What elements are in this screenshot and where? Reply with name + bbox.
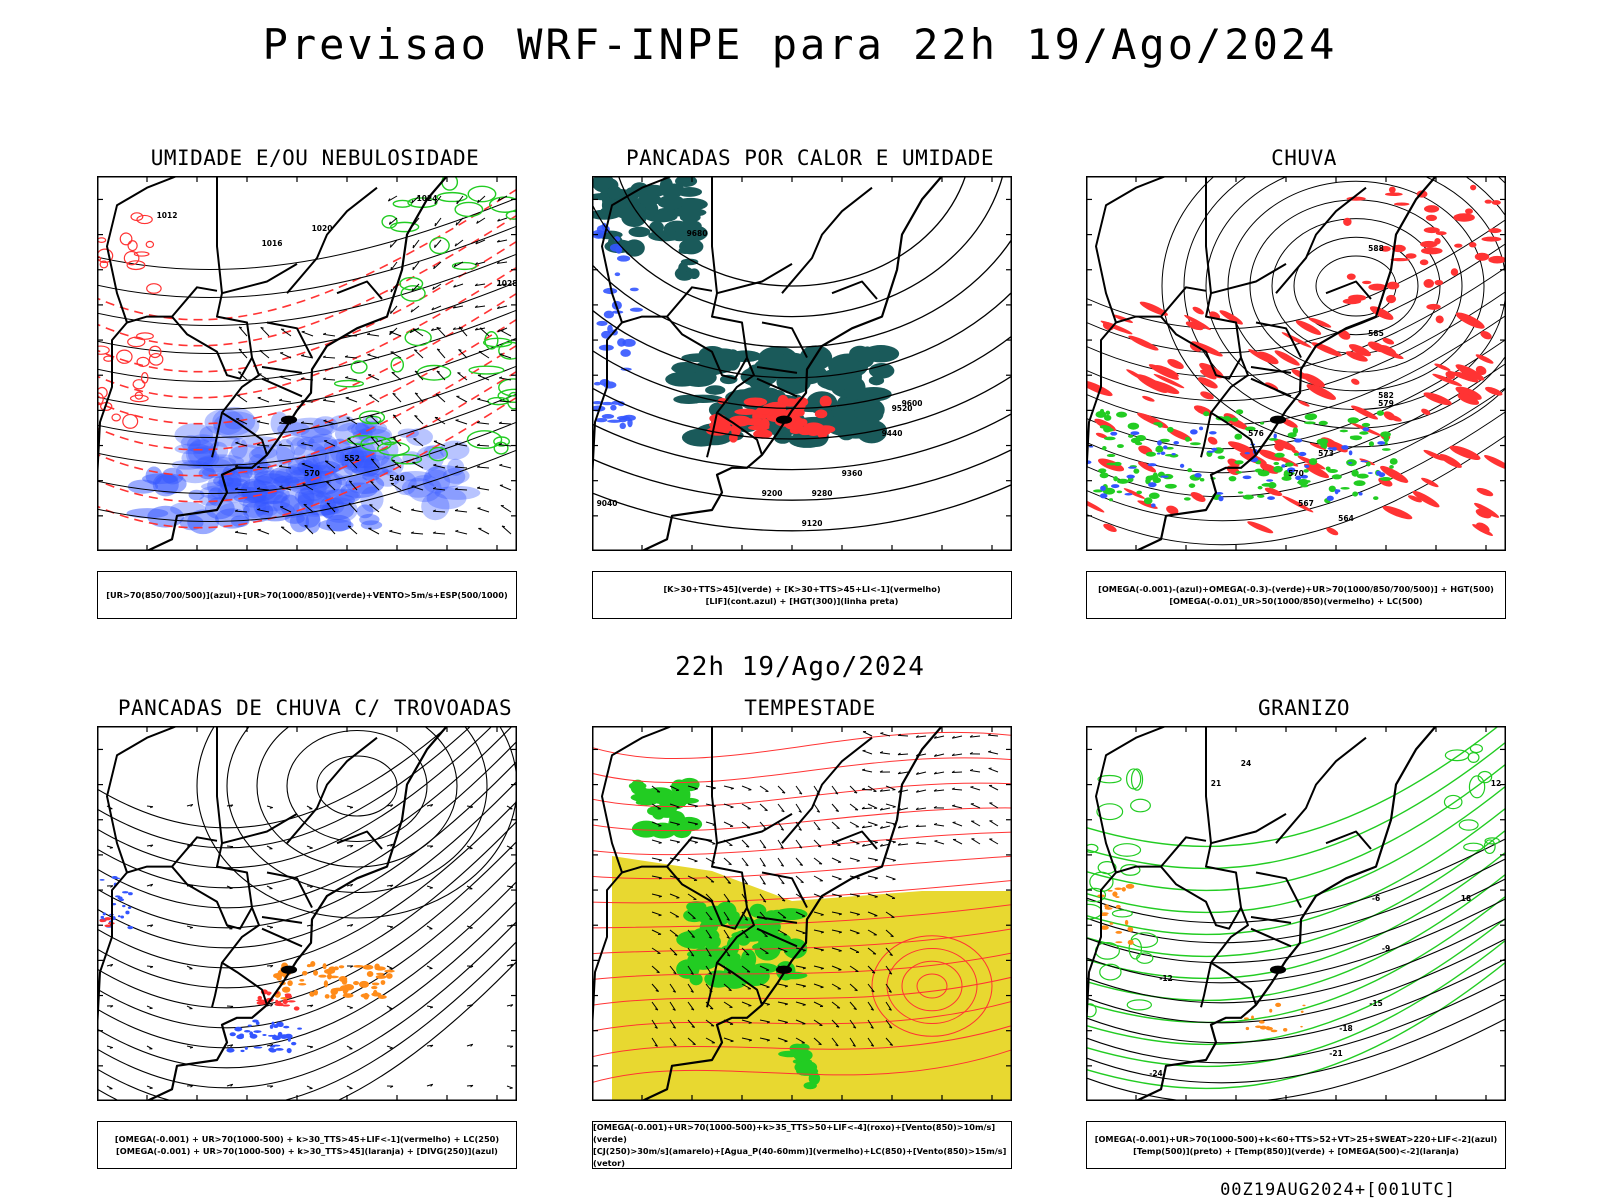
contour-label: 9120	[802, 519, 823, 528]
contour-label: 1012	[157, 211, 178, 220]
contour-label: 9520	[892, 404, 913, 413]
panel-title-trovoadas: PANCADAS DE CHUVA C/ TROVOADAS	[117, 696, 513, 720]
contour-label: 552	[344, 454, 360, 463]
legend-line: [OMEGA(-0.001)-(azul)+OMEGA(-0.3)-(verde…	[1098, 584, 1494, 594]
legend-trovoadas: [OMEGA(-0.001) + UR>70(1000-500) + k>30_…	[97, 1121, 517, 1169]
contour-label: 1028	[497, 279, 517, 288]
page-title: Previsao WRF-INPE para 22h 19/Ago/2024	[262, 20, 1338, 69]
contour-label: 21	[1211, 779, 1221, 788]
legend-line: [LIF](cont.azul) + [HGT(300)](linha pret…	[705, 596, 899, 606]
contour-label: 588	[1368, 244, 1384, 253]
contour-label: 576	[1248, 429, 1264, 438]
coastline-and-borders	[1086, 176, 1437, 551]
coastline-and-borders	[592, 726, 943, 1101]
contour-label: 9600	[902, 399, 923, 408]
contour-label: 567	[1298, 499, 1314, 508]
coastline-and-borders	[97, 726, 448, 1101]
contour-label: 564	[1338, 514, 1354, 523]
legend-line: [K>30+TTS>45](verde) + [K>30+TTS>45+LI<-…	[663, 584, 941, 594]
legend-line: [CJ(250)>30m/s](amarelo)+[Agua_P(40-60mm…	[593, 1146, 1007, 1168]
panel-title-tempestade: TEMPESTADE	[744, 696, 876, 720]
map-chuva: 58858558257957657357056756412S15S18S21S2…	[1086, 176, 1506, 551]
legend-line: [OMEGA(-0.001) + UR>70(1000-500) + k>30_…	[116, 1146, 498, 1156]
contour-label: -9	[1382, 944, 1390, 953]
panel-title-granizo: GRANIZO	[1257, 696, 1350, 720]
legend-line: [OMEGA(-0.001)+UR>70(1000-500)+k>35_TTS>…	[593, 1122, 996, 1144]
contour-label: 573	[1318, 449, 1334, 458]
contour-label: 9200	[762, 489, 783, 498]
contour-label: 1020	[312, 224, 333, 233]
legend-pancadas-calor: [K>30+TTS>45](verde) + [K>30+TTS>45+LI<-…	[592, 571, 1012, 619]
contour-label: 9280	[812, 489, 833, 498]
map-umidade: 1012101610201024102857055254012S15S18S21…	[97, 176, 517, 551]
map-trovoadas: 12S15S18S21S24S27S30S33S36S39S42S70W65W6…	[97, 726, 517, 1101]
contour-label: 579	[1378, 399, 1394, 408]
contour-label: -6	[1372, 894, 1380, 903]
contour-label: 12	[1491, 779, 1501, 788]
contour-label: -24	[1149, 1069, 1163, 1078]
contour-label: -18	[1339, 1024, 1353, 1033]
coastline-and-borders	[1086, 726, 1437, 1101]
legend-tempestade: [OMEGA(-0.001)+UR>70(1000-500)+k>35_TTS>…	[592, 1121, 1012, 1169]
contour-label: -15	[1369, 999, 1383, 1008]
contour-label: -12	[1159, 974, 1173, 983]
legend-granizo: [OMEGA(-0.001)+UR>70(1000-500)+k<60+TTS>…	[1086, 1121, 1506, 1169]
map-tempestade: 12S15S18S21S24S27S30S33S36S39S42S70W65W6…	[592, 726, 1012, 1101]
contour-label: 540	[389, 474, 405, 483]
legend-line: [OMEGA(-0.01)_UR>50(1000/850)(vermelho) …	[1169, 596, 1423, 606]
legend-chuva: [OMEGA(-0.001)-(azul)+OMEGA(-0.3)-(verde…	[1086, 571, 1506, 619]
contour-label: 9360	[842, 469, 863, 478]
map-granizo: -24-21-18-15-12-9-62124181212S15S18S21S2…	[1086, 726, 1506, 1101]
run-footer: 00Z19AUG2024+[001UTC]	[1220, 1180, 1456, 1200]
panel-pancadas-calor: PANCADAS POR CALOR E UMIDADE 9680 9600 952…	[570, 146, 1050, 626]
panel-title-chuva: CHUVA	[1271, 146, 1337, 170]
panel-title-umidade: UMIDADE E/OU NEBULOSIDADE	[150, 146, 480, 170]
contour-label: 9680	[687, 229, 708, 238]
contour-label: 9040	[597, 499, 618, 508]
contour-label: 24	[1241, 759, 1251, 768]
contour-label: 570	[1288, 469, 1304, 478]
panel-title-pancadas-calor: PANCADAS POR CALOR E UMIDADE	[625, 146, 994, 170]
panel-trovoadas: PANCADAS DE CHUVA C/ TROVOADAS 12S15S18S…	[75, 696, 555, 1176]
panel-granizo: GRANIZO -24-21-18-15-12-9-62124181212S15…	[1064, 696, 1544, 1176]
contour-label: -21	[1329, 1049, 1343, 1058]
legend-line: [OMEGA(-0.001)+UR>70(1000-500)+k<60+TTS>…	[1094, 1134, 1498, 1144]
coastline-and-borders	[97, 176, 448, 551]
legend-line: [UR>70(850/700/500)](azul)+[UR>70(1000/8…	[106, 590, 508, 600]
panel-tempestade: TEMPESTADE 12S15S18S21S24S27S30S33S36S39…	[570, 696, 1050, 1176]
contour-label: 582	[1378, 391, 1394, 400]
legend-umidade: [UR>70(850/700/500)](azul)+[UR>70(1000/8…	[97, 571, 517, 619]
contour-label: 570	[304, 469, 320, 478]
contour-label: 585	[1368, 329, 1384, 338]
contour-label: 1016	[262, 239, 283, 248]
legend-line: [OMEGA(-0.001) + UR>70(1000-500) + k>30_…	[114, 1134, 500, 1144]
contour-label: 1024	[417, 194, 438, 203]
legend-line: [Temp(500)](preto) + [Temp(850)](verde) …	[1133, 1146, 1459, 1156]
panel-umidade: UMIDADE E/OU NEBULOSIDADE 1012 1016 1020 10…	[75, 146, 555, 626]
time-subtitle: 22h 19/Ago/2024	[675, 652, 925, 682]
contour-label: 18	[1461, 894, 1471, 903]
map-pancadas-calor: 96809600952094409360928092009120904012S1…	[592, 176, 1012, 551]
panel-chuva: CHUVA 58858558257957657357056756412S15S1…	[1064, 146, 1544, 626]
hgt-contours	[592, 176, 1012, 532]
coastline-and-borders	[592, 176, 943, 551]
contour-label: 9440	[882, 429, 903, 438]
